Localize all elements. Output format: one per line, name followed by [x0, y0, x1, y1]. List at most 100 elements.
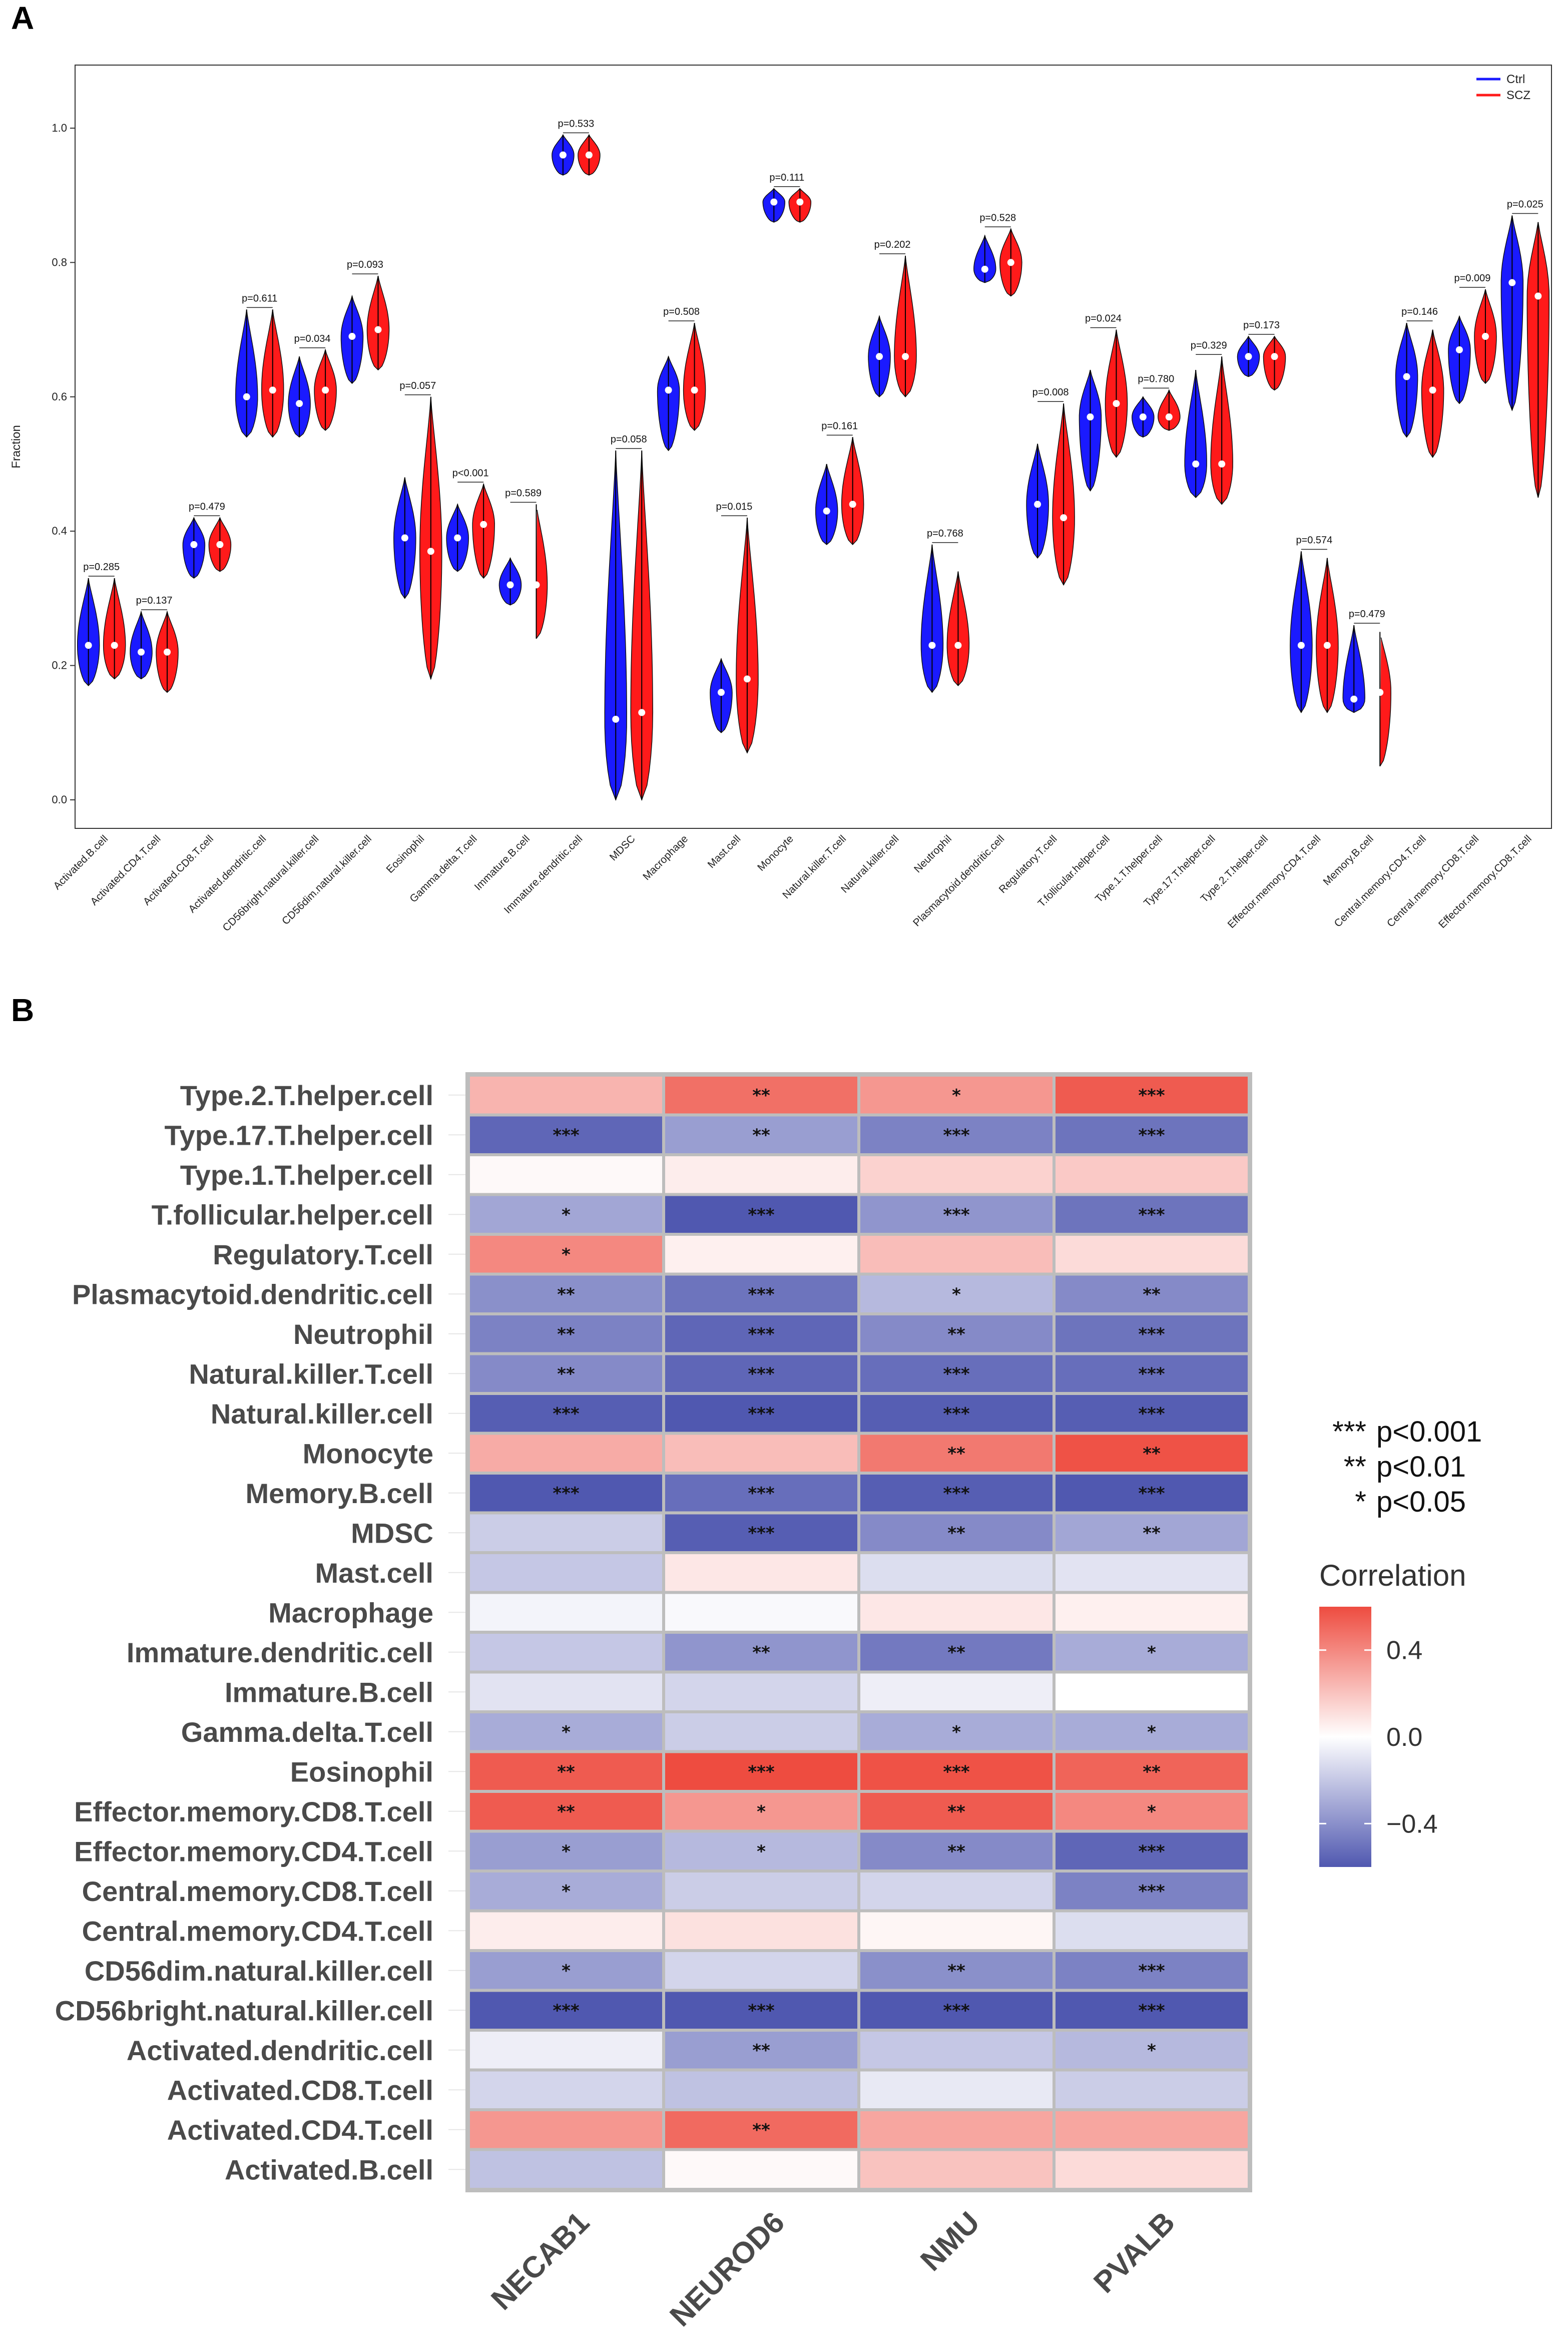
x-tick-label: Central.memory.CD8.T.cell — [1385, 833, 1481, 929]
x-tick-label: Macrophage — [641, 833, 690, 882]
heatmap-row-label: Central.memory.CD4.T.cell — [82, 1915, 433, 1947]
heatmap-cell — [470, 1634, 662, 1671]
x-tick-label: CD56bright.natural.killer.cell — [220, 833, 321, 933]
violin-median-scz — [322, 386, 329, 394]
y-tick-label: 1.0 — [52, 122, 67, 134]
legend-label-scz: SCZ — [1506, 89, 1530, 102]
heatmap-cell — [1056, 1156, 1248, 1193]
significance-stars: * — [1147, 1643, 1156, 1663]
violin-median-scz — [1007, 259, 1014, 266]
heatmap-cell — [1056, 1554, 1248, 1591]
heatmap-row-label: Gamma.delta.T.cell — [181, 1716, 433, 1748]
violin-median-scz — [1218, 460, 1226, 467]
heatmap-row-label: Monocyte — [303, 1438, 433, 1469]
heatmap-column-label: NEUROD6 — [663, 2205, 791, 2333]
violin-median-scz — [1271, 353, 1278, 360]
significance-stars: *** — [748, 1324, 775, 1344]
significance-stars: *** — [748, 1404, 775, 1424]
significance-stars: *** — [943, 1125, 970, 1145]
significance-stars: * — [757, 1802, 766, 1822]
significance-stars: *** — [553, 1484, 580, 1504]
x-tick-label: Natural.killer.cell — [839, 833, 901, 895]
x-tick-label: Immature.B.cell — [472, 833, 532, 892]
significance-legend-label: p<0.05 — [1376, 1486, 1466, 1518]
heatmap-cell — [860, 1673, 1053, 1710]
heatmap-cell — [860, 1832, 1053, 1869]
violin-median-ctrl — [612, 715, 620, 723]
heatmap-cell — [470, 2071, 662, 2108]
violin-median-ctrl — [401, 534, 408, 542]
heatmap-row-label: Macrophage — [268, 1597, 433, 1628]
heatmap-cell — [470, 1475, 662, 1512]
heatmap-cell — [665, 1275, 857, 1312]
pvalue-label: p=0.058 — [611, 434, 647, 445]
heatmap-cell — [1056, 1116, 1248, 1153]
y-tick-label: 0.6 — [52, 390, 67, 403]
heatmap-cell — [665, 1475, 857, 1512]
heatmap-cell — [470, 1753, 662, 1790]
heatmap-cell — [665, 1435, 857, 1472]
violin-median-scz — [1376, 689, 1384, 696]
panel-a-label: A — [11, 0, 34, 36]
heatmap-row-label: Type.1.T.helper.cell — [180, 1159, 433, 1191]
significance-stars: ** — [947, 1444, 965, 1464]
significance-stars: *** — [748, 1762, 775, 1782]
heatmap-cell — [665, 1713, 857, 1750]
pvalue-label: p=0.533 — [558, 118, 594, 129]
violin-median-ctrl — [928, 642, 936, 649]
violin-median-ctrl — [981, 265, 988, 273]
pvalue-label: p=0.034 — [294, 333, 331, 344]
heatmap-cell — [860, 1196, 1053, 1233]
significance-stars: *** — [1138, 1364, 1165, 1384]
violin-median-scz — [164, 648, 171, 656]
violin-median-ctrl — [559, 151, 567, 159]
violin-median-ctrl — [1403, 373, 1410, 380]
pvalue-label: p=0.479 — [189, 501, 225, 512]
heatmap-cell — [665, 1872, 857, 1910]
violin-median-scz — [1060, 514, 1068, 522]
heatmap-cell — [665, 1832, 857, 1869]
violin-median-scz — [533, 581, 540, 589]
violin-median-ctrl — [296, 400, 303, 407]
violin-median-ctrl — [348, 333, 356, 340]
y-tick-label: 0.0 — [52, 793, 67, 806]
heatmap-cell — [665, 1673, 857, 1710]
significance-stars: *** — [1138, 1125, 1165, 1145]
heatmap-cell — [470, 2111, 662, 2148]
heatmap-row-label: Effector.memory.CD4.T.cell — [74, 1835, 433, 1867]
heatmap-cell — [860, 1156, 1053, 1193]
significance-stars: *** — [748, 2001, 775, 2021]
significance-stars: ** — [557, 1324, 575, 1344]
heatmap-cell — [665, 2071, 857, 2108]
violin-median-scz — [902, 353, 909, 360]
significance-stars: * — [562, 1841, 571, 1861]
heatmap-row-label: Type.17.T.helper.cell — [165, 1119, 433, 1151]
violin-median-ctrl — [1192, 460, 1200, 467]
violin-median-ctrl — [85, 642, 92, 649]
heatmap-cell — [470, 1832, 662, 1869]
violin-scz-Memory.B.cell — [1379, 637, 1391, 767]
pvalue-label: p=0.093 — [347, 259, 383, 270]
heatmap-row-label: Activated.CD8.T.cell — [167, 2074, 433, 2106]
x-tick-label: CD56dim.natural.killer.cell — [280, 833, 374, 927]
x-tick-label: Monocyte — [755, 833, 796, 873]
significance-legend-stars: * — [1355, 1486, 1366, 1518]
heatmap-row-label: Natural.killer.cell — [211, 1398, 433, 1430]
heatmap-row-label: Activated.B.cell — [225, 2154, 433, 2185]
significance-stars: *** — [1138, 1881, 1165, 1902]
heatmap-cell — [1056, 1832, 1248, 1869]
significance-stars: ** — [947, 1523, 965, 1543]
violin-median-ctrl — [823, 507, 830, 515]
y-axis-title: Fraction — [10, 425, 23, 468]
pvalue-label: p=0.024 — [1085, 313, 1122, 324]
heatmap-cell — [470, 2032, 662, 2069]
pvalue-label: p=0.057 — [399, 380, 436, 391]
heatmap-cell — [470, 1554, 662, 1591]
heatmap-cell — [1056, 1435, 1248, 1472]
heatmap-cell — [860, 1355, 1053, 1392]
violin-median-ctrl — [1455, 346, 1463, 353]
heatmap-cell — [860, 1912, 1053, 1949]
violin-median-ctrl — [1508, 279, 1516, 286]
significance-stars: *** — [1138, 1484, 1165, 1504]
